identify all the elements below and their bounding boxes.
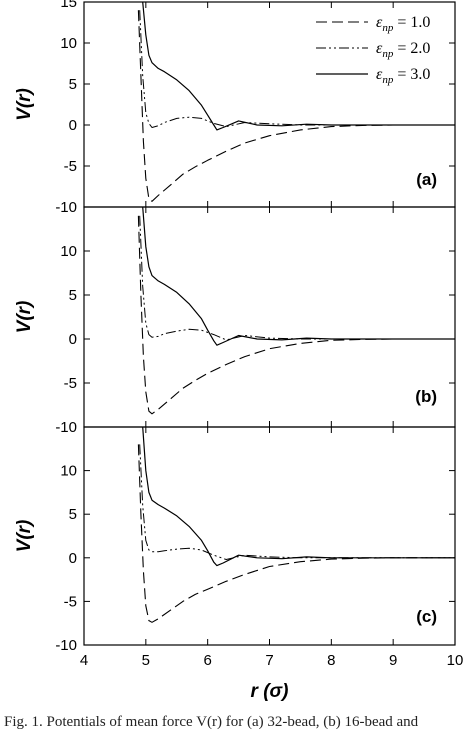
series-line-solid <box>142 207 455 346</box>
series-group <box>137 2 455 202</box>
y-tick-label: 10 <box>60 35 77 52</box>
x-tick-label: 8 <box>327 652 335 669</box>
series-line-dash-dot-dot <box>139 215 455 341</box>
y-tick-label: 15 <box>60 0 77 11</box>
series-line-solid <box>142 427 455 567</box>
y-tick-label: 5 <box>69 287 77 304</box>
series-group <box>137 207 455 415</box>
legend: εnp = 1.0 εnp = 2.0 εnp = 3.0 <box>316 14 430 86</box>
y-tick-label: 10 <box>60 463 77 480</box>
y-tick-label: 5 <box>69 506 77 523</box>
y-axis-title: V(r) <box>14 520 35 553</box>
panel-label: (a) <box>416 170 437 189</box>
y-tick-label: -5 <box>64 593 77 610</box>
y-tick-label: -10 <box>55 419 77 436</box>
y-tick-label: 0 <box>69 117 77 134</box>
panel-label: (b) <box>415 387 437 406</box>
y-tick-label: 0 <box>69 550 77 567</box>
panel-1: -10 -5 0 5 10 V(r) (b) <box>14 206 456 436</box>
panels-layer: -10 -5 0 5 10 15 V(r) (a) -10 -5 0 5 10 V(r) (b) -10 -5 0… <box>14 0 456 654</box>
panel-label: (c) <box>416 607 437 626</box>
series-line-solid <box>142 2 455 131</box>
y-tick-label: -10 <box>55 199 77 216</box>
y-tick-label: -10 <box>55 637 77 654</box>
x-tick-label: 7 <box>265 652 273 669</box>
series-line-dashed <box>137 215 455 415</box>
legend-label: εnp = 1.0 <box>376 14 430 34</box>
x-axis: 4 5 6 7 8 9 10 r (σ) <box>80 652 464 702</box>
x-tick-label: 4 <box>80 652 88 669</box>
series-group <box>137 427 455 623</box>
panel-frame <box>83 426 456 646</box>
y-tick-label: 10 <box>60 243 77 260</box>
legend-label: εnp = 2.0 <box>376 40 430 60</box>
x-tick-label: 9 <box>389 652 397 669</box>
x-tick-label: 5 <box>142 652 150 669</box>
y-tick-label: 5 <box>69 76 77 93</box>
y-tick-label: -5 <box>64 158 77 175</box>
x-axis-title: r (σ) <box>251 681 289 702</box>
series-line-dash-dot-dot <box>139 444 455 560</box>
y-axis-title: V(r) <box>14 88 35 121</box>
series-line-dashed <box>137 444 455 623</box>
x-tick-label: 6 <box>203 652 211 669</box>
y-tick-label: -5 <box>64 375 77 392</box>
series-line-dash-dot-dot <box>139 10 455 128</box>
x-tick-label: 10 <box>447 652 464 669</box>
y-axis-title: V(r) <box>14 301 35 334</box>
panel-2: -10 -5 0 5 10 V(r) (c) <box>14 426 456 654</box>
series-line-dashed <box>137 10 455 202</box>
y-tick-label: 0 <box>69 331 77 348</box>
figure-caption: Fig. 1. Potentials of mean force V(r) fo… <box>4 714 419 730</box>
legend-label: εnp = 3.0 <box>376 66 430 86</box>
